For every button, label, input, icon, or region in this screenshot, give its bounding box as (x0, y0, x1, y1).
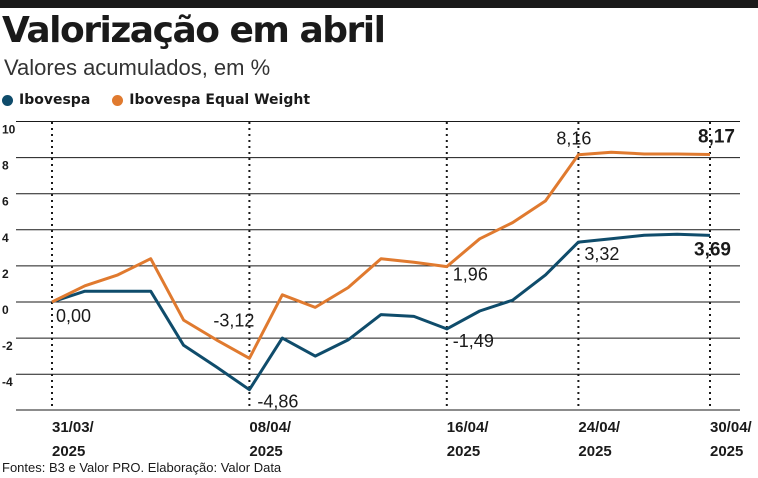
y-tick-label: 0 (2, 303, 9, 317)
legend-label-ibovespa: Ibovespa (19, 92, 91, 108)
x-tick-label-year: 2025 (578, 443, 611, 460)
x-tick-label: 31/03/ (52, 419, 95, 436)
data-label: 0,00 (56, 306, 91, 326)
data-label: 1,96 (453, 265, 488, 285)
y-tick-label: -2 (2, 339, 13, 353)
data-label: 8,16 (556, 129, 591, 149)
y-tick-label: 2 (2, 267, 9, 281)
x-tick-label: 30/04/ (710, 419, 753, 436)
y-tick-label: -4 (2, 375, 13, 389)
y-tick-label: 10 (2, 123, 16, 137)
x-tick-label-year: 2025 (710, 443, 743, 460)
data-label: -3,12 (213, 310, 254, 330)
series-line-equal-weight (51, 150, 711, 360)
source-note: Fontes: B3 e Valor PRO. Elaboração: Valo… (2, 460, 282, 475)
data-label: -4,86 (257, 392, 298, 412)
data-label: 8,17 (698, 127, 735, 148)
legend-marker-ibovespa (2, 94, 13, 106)
chart-title: Valorização em abril (2, 10, 386, 51)
series-line-ibovespa (51, 232, 711, 392)
x-tick-label: 24/04/ (578, 419, 621, 436)
chart-subtitle: Valores acumulados, em % (4, 55, 271, 80)
x-tick-label: 16/04/ (447, 419, 490, 436)
legend-marker-equal-weight (112, 94, 124, 106)
x-tick-label-year: 2025 (447, 443, 480, 460)
y-tick-label: 6 (2, 195, 9, 209)
data-label: -1,49 (453, 331, 494, 351)
data-label: 3,69 (694, 239, 731, 260)
x-tick-label: 08/04/ (249, 419, 292, 436)
legend-item-equal-weight: Ibovespa Equal Weight (112, 92, 310, 108)
legend: Ibovespa Ibovespa Equal Weight (2, 90, 332, 110)
y-tick-label: 4 (2, 231, 9, 245)
data-label: 3,32 (584, 244, 619, 264)
legend-item-ibovespa: Ibovespa (2, 92, 90, 108)
y-tick-label: 8 (2, 159, 9, 173)
legend-label-equal-weight: Ibovespa Equal Weight (129, 92, 311, 108)
x-tick-label-year: 2025 (52, 443, 85, 460)
x-tick-label-year: 2025 (249, 443, 282, 460)
top-rule (0, 0, 758, 8)
